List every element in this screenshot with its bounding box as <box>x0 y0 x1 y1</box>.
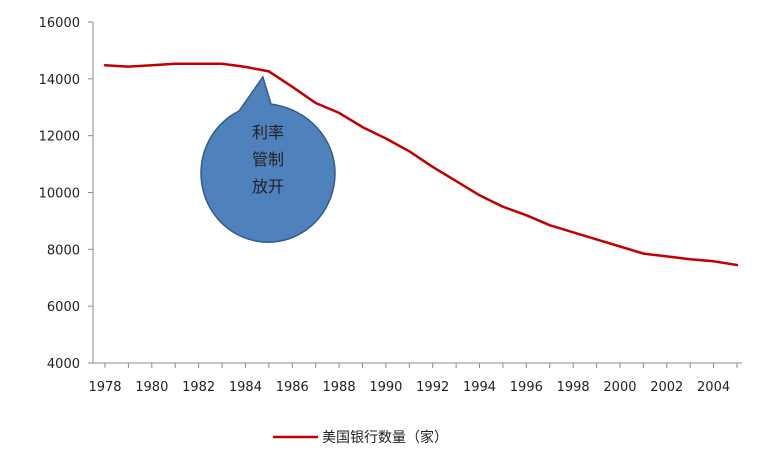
x-tick-label: 1998 <box>557 380 590 395</box>
x-tick-label: 2000 <box>603 380 636 395</box>
data-point <box>712 260 714 262</box>
data-point <box>197 63 199 65</box>
data-point <box>478 194 480 196</box>
data-point <box>314 102 316 104</box>
data-point <box>408 150 410 152</box>
x-tick-label: 1994 <box>463 380 496 395</box>
callout-text-line: 管制 <box>252 150 284 169</box>
callout-text-line: 利率 <box>252 123 284 142</box>
x-tick-label: 1980 <box>135 380 168 395</box>
data-point <box>595 238 597 240</box>
data-point <box>525 214 527 216</box>
legend: 美国银行数量（家） <box>273 429 448 446</box>
x-axis: 1978 1980 1982 1984 1986 1988 1990 1992 1994 1996… <box>88 362 742 395</box>
data-point <box>619 245 621 247</box>
data-point <box>642 252 644 254</box>
x-tick-label: 1984 <box>229 380 262 395</box>
data-point <box>221 63 223 65</box>
x-tick-label: 2004 <box>697 380 730 395</box>
data-point <box>151 64 153 66</box>
data-point <box>572 231 574 233</box>
x-tick-label: 1978 <box>88 380 121 395</box>
data-point <box>361 126 363 128</box>
data-point <box>736 264 738 266</box>
data-point <box>455 180 457 182</box>
x-tick-label: 1996 <box>510 380 543 395</box>
data-point <box>104 64 106 66</box>
y-tick-label: 14000 <box>39 73 80 88</box>
series-layer <box>103 62 739 267</box>
x-tick-label: 1986 <box>276 380 309 395</box>
x-tick-label: 1988 <box>323 380 356 395</box>
speech-bubble-shape <box>200 75 336 243</box>
data-point <box>174 63 176 65</box>
data-point <box>432 166 434 168</box>
data-point <box>502 206 504 208</box>
x-tick-label: 2002 <box>650 380 683 395</box>
data-point <box>549 224 551 226</box>
data-point <box>689 258 691 260</box>
x-tick-label: 1990 <box>369 380 402 395</box>
x-tick-label: 1992 <box>416 380 449 395</box>
y-tick-label: 10000 <box>39 187 80 202</box>
x-tick-label: 1982 <box>182 380 215 395</box>
data-point <box>127 65 129 67</box>
data-point <box>385 137 387 139</box>
y-tick-label: 16000 <box>39 16 80 31</box>
y-tick-label: 6000 <box>47 300 80 315</box>
data-point <box>666 255 668 257</box>
y-axis: 4000 6000 8000 10000 12000 14000 16000 <box>39 16 94 372</box>
y-tick-label: 8000 <box>47 243 80 258</box>
legend-label: 美国银行数量（家） <box>322 429 448 446</box>
y-tick-label: 12000 <box>39 130 80 145</box>
data-point <box>291 86 293 88</box>
y-tick-label: 4000 <box>47 357 80 372</box>
callout-text-line: 放开 <box>252 177 284 196</box>
series-line <box>103 62 739 267</box>
data-point <box>268 70 270 72</box>
data-point <box>338 112 340 114</box>
data-point <box>244 66 246 68</box>
